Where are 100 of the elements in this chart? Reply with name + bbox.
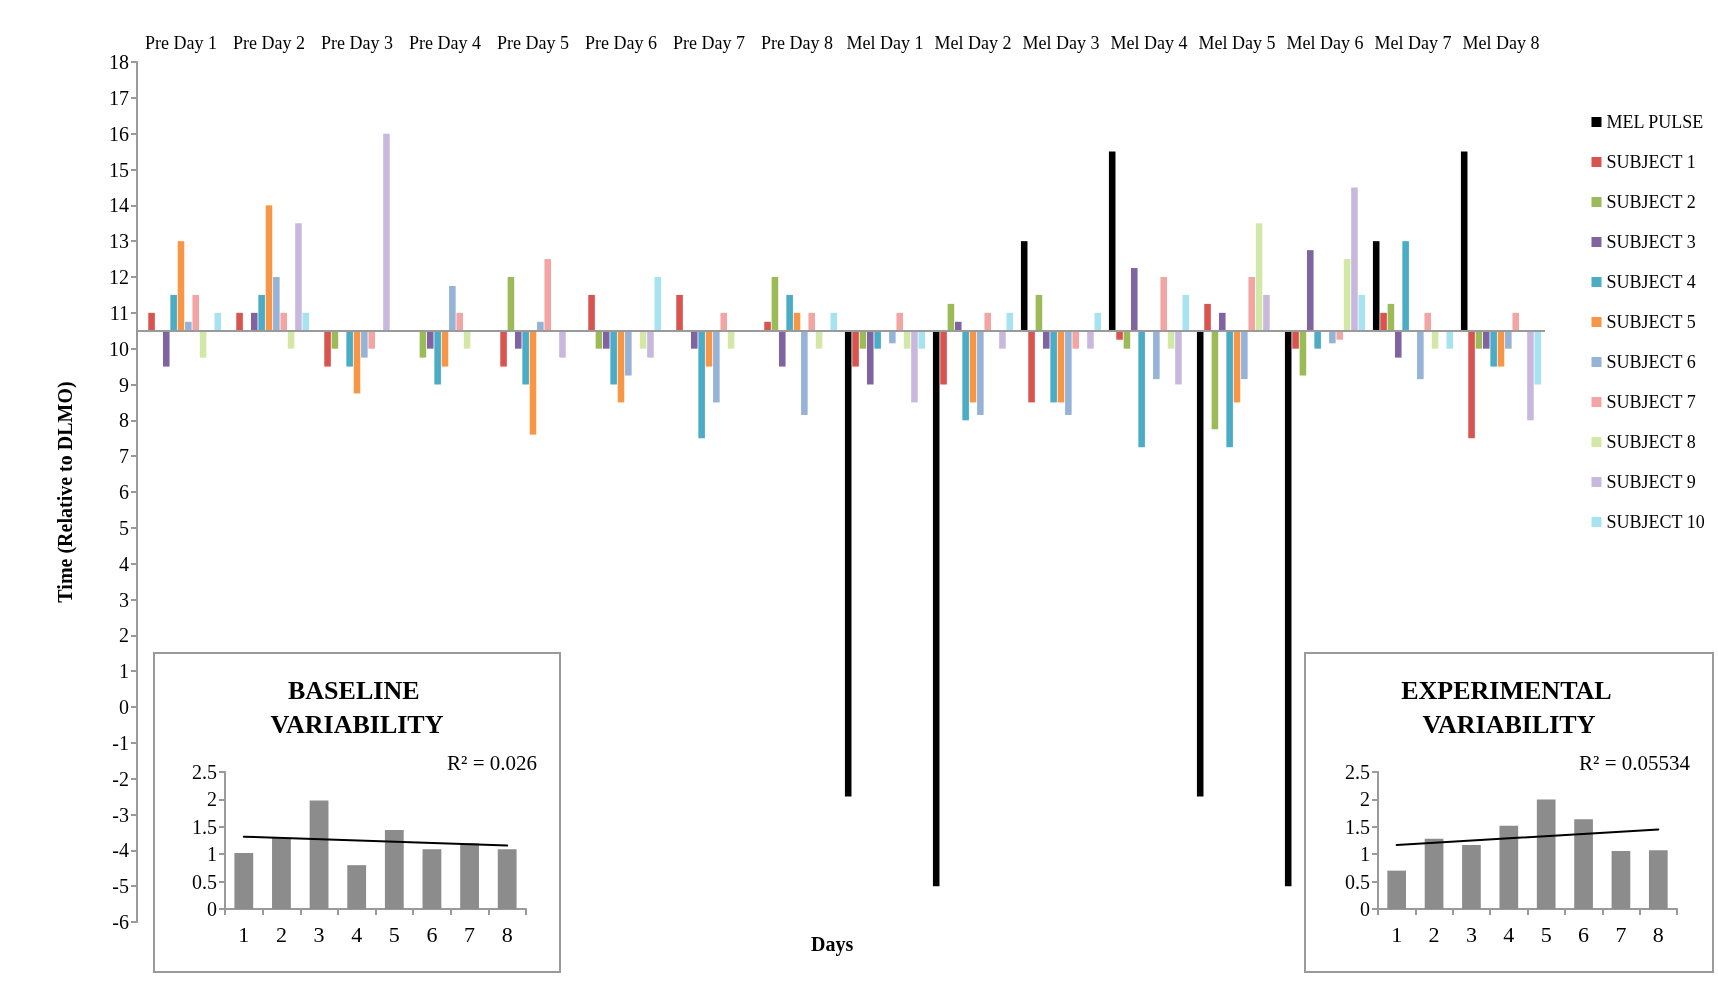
y-tick-label: 2.5 <box>192 761 217 783</box>
bar <box>1020 241 1028 331</box>
y-tick-label: 1 <box>119 660 129 683</box>
y-tick-label: 1.5 <box>1345 815 1370 838</box>
legend-label: SUBJECT 7 <box>1606 392 1696 412</box>
bar <box>324 330 331 367</box>
y-tick-label: -5 <box>112 875 129 898</box>
x-axis-title: Days <box>811 933 854 956</box>
legend-label: SUBJECT 4 <box>1606 272 1696 292</box>
bar <box>507 277 515 331</box>
bar <box>1087 330 1094 349</box>
bar <box>1314 330 1321 349</box>
legend-label: SUBJECT 3 <box>1606 232 1696 252</box>
y-tick-label: 3 <box>119 588 129 611</box>
bar <box>852 330 859 367</box>
bar <box>422 849 442 909</box>
bar <box>1226 330 1233 448</box>
y-tick-label: 2 <box>119 624 129 647</box>
bar <box>384 830 404 909</box>
bar <box>1499 825 1519 909</box>
bar <box>808 312 815 331</box>
y-tick-label: -3 <box>112 803 129 826</box>
y-tick-label: 12 <box>109 266 129 288</box>
x-tick-label: Pre Day 3 <box>321 33 393 53</box>
bar <box>272 837 291 909</box>
y-tick-label: 0.5 <box>1345 870 1370 893</box>
y-tick-label: 17 <box>109 86 129 109</box>
bar <box>295 223 302 331</box>
x-tick-label: Mel Day 5 <box>1198 33 1276 53</box>
x-tick-label: 8 <box>501 921 513 947</box>
bar <box>1153 330 1160 380</box>
x-tick-label: 1 <box>238 921 250 947</box>
bar <box>148 312 155 331</box>
bar <box>544 259 551 331</box>
chart-title: EXPERIMENTAL VARIABILITY <box>1401 675 1617 739</box>
bar <box>1043 330 1050 349</box>
bar <box>1527 330 1534 421</box>
chart-title: BASELINE VARIABILITY <box>270 675 444 739</box>
y-tick-label: 0 <box>207 898 217 920</box>
bar <box>874 330 881 349</box>
bar <box>234 853 254 909</box>
bar <box>691 330 698 349</box>
x-tick-label: 2 <box>1428 921 1440 947</box>
x-tick-label: Pre Day 5 <box>497 33 569 53</box>
bar <box>170 294 177 331</box>
bar <box>896 312 903 331</box>
bar <box>368 330 375 349</box>
y-tick-label: 2 <box>207 788 217 811</box>
y-axis-title: Time (Relative to DLMO) <box>54 381 77 603</box>
bar <box>1204 303 1211 331</box>
x-tick-label: Pre Day 8 <box>761 33 833 53</box>
bar <box>977 330 984 415</box>
bar <box>427 330 434 349</box>
bar <box>698 330 705 439</box>
x-tick-label: Mel Day 2 <box>934 33 1012 53</box>
x-tick-label: 1 <box>1391 921 1403 947</box>
bar <box>1505 330 1512 349</box>
bar <box>265 205 273 331</box>
bar <box>786 294 793 331</box>
y-tick-label: 4 <box>119 552 129 575</box>
y-tick-label: 5 <box>119 516 129 539</box>
y-tick-label: 6 <box>119 481 129 503</box>
x-tick-label: Pre Day 2 <box>233 33 305 53</box>
legend-label: MEL PULSE <box>1606 112 1704 132</box>
bar <box>932 330 940 887</box>
bar <box>1648 850 1668 909</box>
bar <box>1175 330 1182 385</box>
x-tick-label: Mel Day 6 <box>1286 33 1364 53</box>
y-tick-label: 16 <box>109 122 129 145</box>
y-tick-label: 18 <box>109 51 129 73</box>
y-tick-label: -6 <box>112 911 129 933</box>
bar <box>610 330 617 385</box>
bar <box>625 330 632 376</box>
bar <box>1196 330 1204 797</box>
bar <box>1211 330 1219 430</box>
bar <box>497 849 517 909</box>
bar <box>449 285 456 331</box>
y-tick-label: 7 <box>119 445 129 468</box>
legend-label: SUBJECT 1 <box>1606 152 1696 172</box>
x-tick-label: Pre Day 7 <box>673 33 745 53</box>
bar <box>1284 330 1292 887</box>
x-tick-label: 3 <box>1465 921 1477 947</box>
x-tick-label: Mel Day 1 <box>846 33 924 53</box>
bar <box>434 330 441 385</box>
legend-label: SUBJECT 8 <box>1606 432 1696 452</box>
x-tick-label: Mel Day 3 <box>1022 33 1100 53</box>
y-tick-label: 2 <box>1360 788 1370 811</box>
x-tick-label: 7 <box>464 921 476 947</box>
y-tick-label: 2.5 <box>1345 761 1370 783</box>
bar <box>280 312 287 331</box>
bar <box>720 312 727 331</box>
bar <box>1512 312 1519 331</box>
y-tick-label: -1 <box>112 731 129 754</box>
x-tick-label: 5 <box>1540 921 1552 947</box>
bar <box>1462 844 1481 909</box>
bar <box>603 330 610 349</box>
bar <box>1131 268 1138 331</box>
bar <box>522 330 529 385</box>
bar <box>911 330 918 403</box>
x-tick-label: 2 <box>275 921 287 947</box>
